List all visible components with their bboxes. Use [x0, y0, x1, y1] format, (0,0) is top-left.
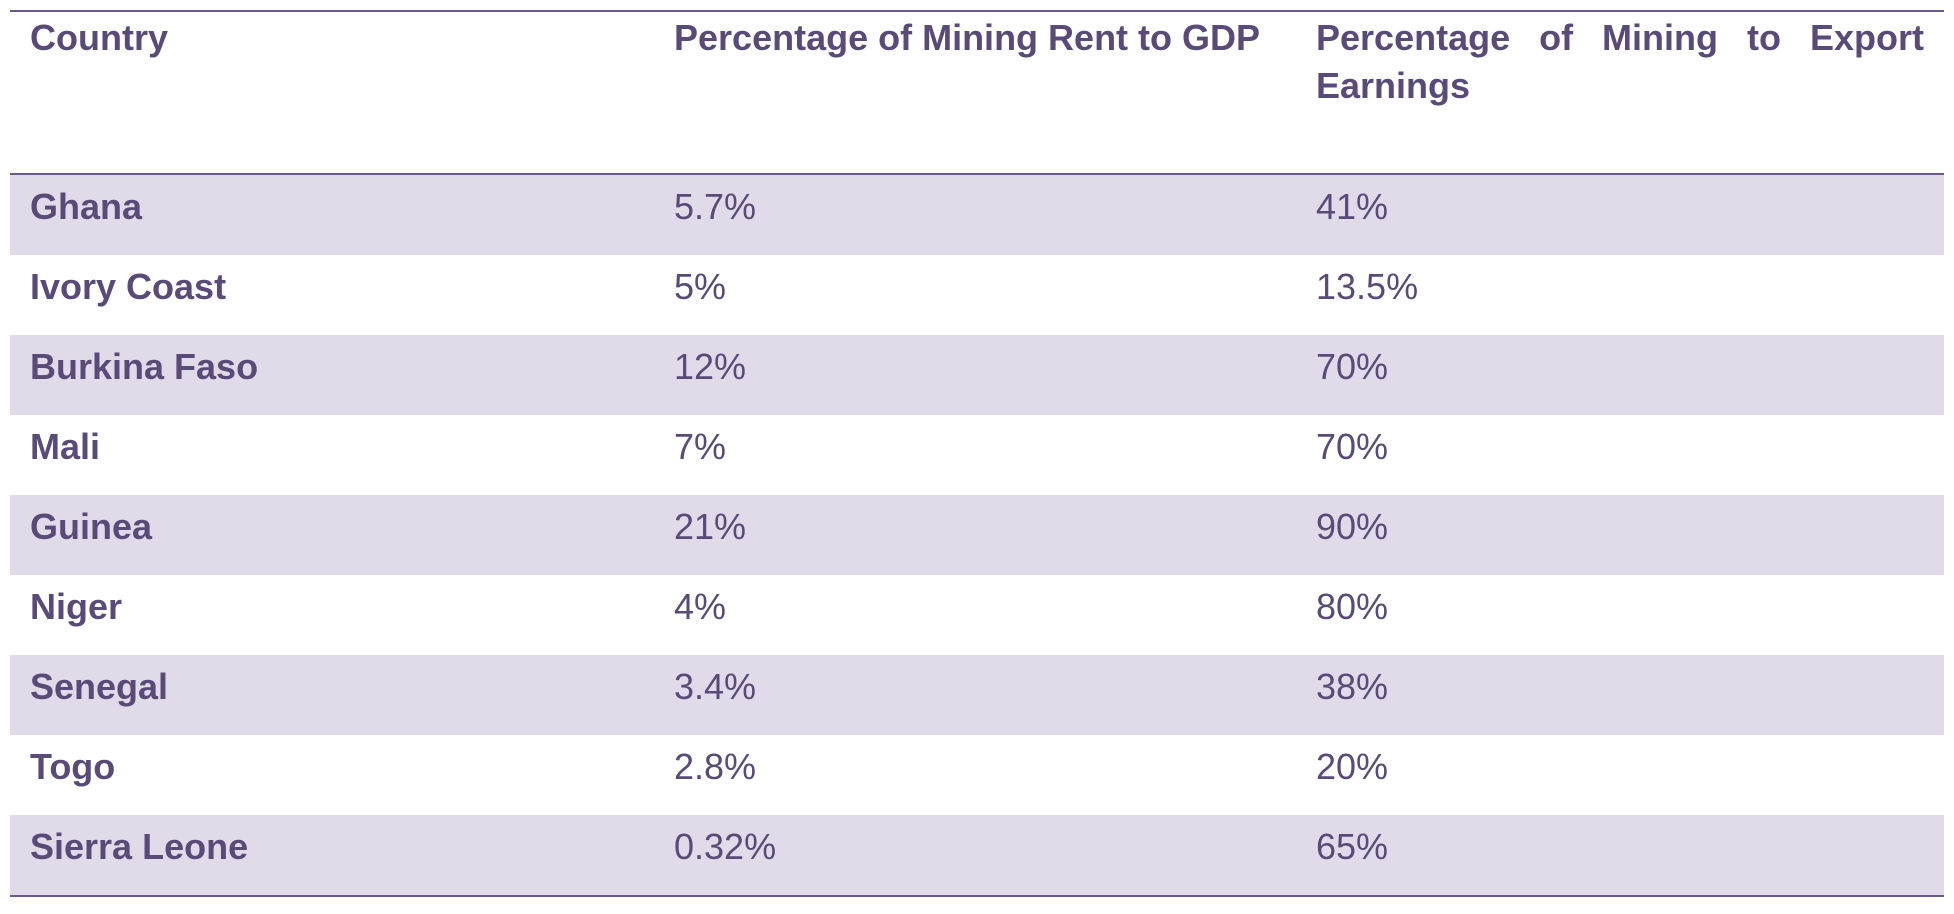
mining-table: Country Percentage of Mining Rent to GDP…	[10, 10, 1944, 897]
country-cell: Ghana	[30, 186, 143, 227]
table-row: Senegal 3.4% 38%	[10, 655, 1944, 735]
rent-gdp-cell: 7%	[674, 426, 727, 467]
table-row: Guinea 21% 90%	[10, 495, 1944, 575]
country-cell: Guinea	[30, 506, 153, 547]
table-row: Burkina Faso 12% 70%	[10, 335, 1944, 415]
export-cell: 13.5%	[1316, 266, 1419, 307]
header-rent-gdp: Percentage of Mining Rent to GDP	[674, 17, 1261, 58]
export-cell: 41%	[1316, 186, 1389, 227]
rent-gdp-cell: 5%	[674, 266, 727, 307]
country-cell: Mali	[30, 426, 101, 467]
export-cell: 80%	[1316, 586, 1389, 627]
export-cell: 90%	[1316, 506, 1389, 547]
rent-gdp-cell: 3.4%	[674, 666, 757, 707]
header-export-earnings: Percentage of Mining to Export Earnings	[1316, 17, 1924, 106]
export-cell: 20%	[1316, 746, 1389, 787]
country-cell: Togo	[30, 746, 116, 787]
rent-gdp-cell: 12%	[674, 346, 747, 387]
export-cell: 65%	[1316, 826, 1389, 867]
export-cell: 70%	[1316, 346, 1389, 387]
header-country: Country	[30, 17, 168, 58]
export-cell: 38%	[1316, 666, 1389, 707]
country-cell: Ivory Coast	[30, 266, 227, 307]
export-cell: 70%	[1316, 426, 1389, 467]
country-cell: Niger	[30, 586, 123, 627]
table-row: Niger 4% 80%	[10, 575, 1944, 655]
header-rule	[10, 173, 1944, 175]
table-row: Ghana 5.7% 41%	[10, 175, 1944, 255]
table-bottom-rule	[10, 895, 1944, 897]
country-cell: Sierra Leone	[30, 826, 249, 867]
table-row: Mali 7% 70%	[10, 415, 1944, 495]
rent-gdp-cell: 2.8%	[674, 746, 757, 787]
table-row: Togo 2.8% 20%	[10, 735, 1944, 815]
country-cell: Senegal	[30, 666, 169, 707]
table-row: Ivory Coast 5% 13.5%	[10, 255, 1944, 335]
table-row: Sierra Leone 0.32% 65%	[10, 815, 1944, 895]
rent-gdp-cell: 4%	[674, 586, 727, 627]
country-cell: Burkina Faso	[30, 346, 259, 387]
rent-gdp-cell: 5.7%	[674, 186, 757, 227]
table-header-row: Country Percentage of Mining Rent to GDP…	[10, 12, 1944, 173]
rent-gdp-cell: 0.32%	[674, 826, 777, 867]
table-top-rule	[10, 10, 1944, 12]
rent-gdp-cell: 21%	[674, 506, 747, 547]
